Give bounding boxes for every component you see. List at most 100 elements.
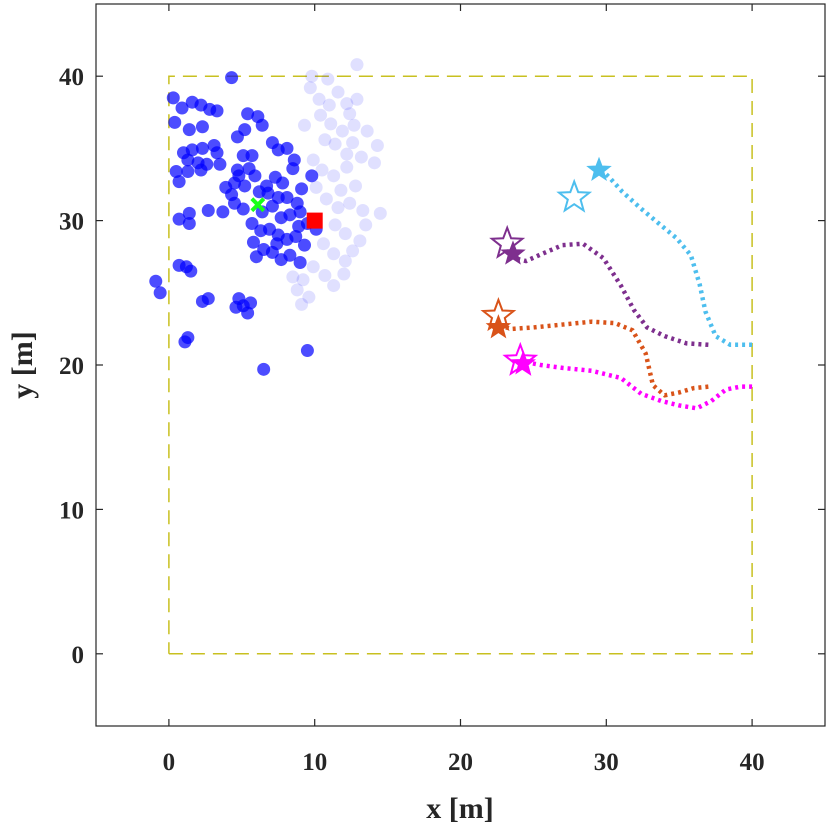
particle [244,296,258,310]
faded-particle [328,137,342,151]
particle [276,176,290,190]
faded-particle [321,72,335,86]
faded-particle [305,69,319,83]
particle [257,362,271,376]
faded-particle [338,254,352,268]
particle [300,344,314,358]
particle [210,104,224,118]
faded-particle [340,147,354,161]
faded-particle [350,58,364,72]
particle [242,162,256,176]
y-tick-label: 40 [59,64,84,91]
particle [213,157,227,171]
particle [175,101,189,115]
y-tick-label: 30 [59,209,84,236]
y-axis-label: y [m] [6,331,39,398]
x-tick-label: 30 [594,749,619,776]
faded-particle [327,247,341,261]
faded-particle [324,117,338,131]
x-axis-label: x [m] [426,792,493,825]
faded-particle [335,124,349,138]
faded-particle [347,118,361,132]
particle [245,216,259,230]
start-star-filled [485,314,512,339]
faded-particle [306,260,320,274]
particle [271,190,285,204]
particle [153,286,167,300]
faded-particle [322,98,336,112]
faded-particle [318,268,332,282]
faded-particle [316,237,330,251]
x-tick-label: 40 [740,749,765,776]
faded-particle [346,136,360,150]
trajectory-layer [480,156,753,411]
particle [286,162,300,176]
trajectory-line [513,241,709,348]
faded-particle [343,107,357,121]
faded-particle [356,203,370,217]
particle [241,107,255,121]
particle [289,229,303,243]
particle [252,185,266,199]
particle [149,274,163,288]
particle [232,169,246,183]
particle [225,71,239,85]
particle [210,146,224,160]
faded-particle [312,92,326,106]
particle [195,120,209,134]
trajectory-line [525,359,753,411]
particle [229,300,243,314]
faded-particle [306,153,320,167]
particle [184,264,198,278]
faded-particle [319,192,333,206]
trajectory-4 [502,341,753,411]
faded-particle [354,150,368,164]
particle [246,235,260,249]
particle [238,179,252,193]
particle [255,118,269,132]
faded-particle [337,267,351,281]
faded-particle [373,206,387,220]
faded-particle [338,227,352,241]
trajectory-3 [480,297,709,398]
cross-marker [250,197,266,213]
marker-layer [250,197,323,229]
particle [181,153,195,167]
faded-particle [359,218,373,232]
trajectory-line [598,167,753,348]
particle [297,238,311,252]
faded-particle [315,163,329,177]
faded-particle [290,283,304,297]
faded-particle [367,156,381,170]
particle [283,248,297,262]
particle [182,123,196,137]
y-tick-label: 0 [72,642,85,669]
particle [181,165,195,179]
faded-particle [286,270,300,284]
particle [236,202,250,216]
particle [283,208,297,222]
faded-particle [340,160,354,174]
faded-particle [350,92,364,106]
faded-particle [349,179,363,193]
particle [241,306,255,320]
start-star-filled [500,240,526,265]
faded-particle [302,290,316,304]
faded-particle [314,108,328,122]
x-tick-label: 0 [163,749,176,776]
square-marker [306,212,323,229]
particle [200,157,214,171]
faded-particle [334,183,348,197]
faded-particle [340,97,354,111]
faded-particle [327,279,341,293]
trajectory-2 [489,224,709,348]
particle [169,165,183,179]
particle [182,206,196,220]
particle [238,123,252,137]
particle [166,91,180,105]
faded-particle [303,81,317,95]
particle [305,169,319,183]
faded-particle [295,297,309,311]
particle [172,175,186,189]
faded-particle-layer [286,58,387,311]
